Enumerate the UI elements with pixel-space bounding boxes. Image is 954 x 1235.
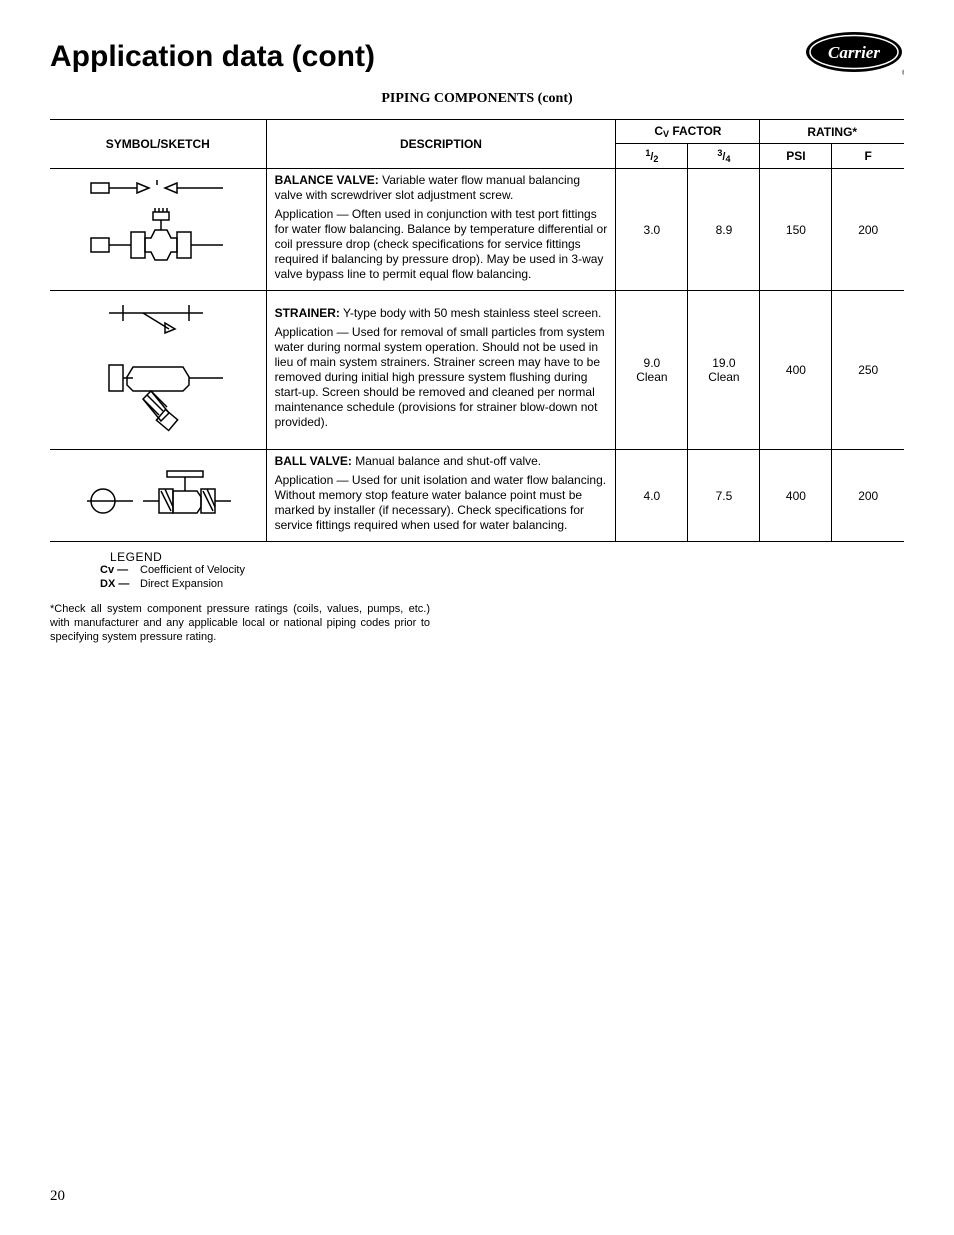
col-rating: RATING* xyxy=(760,120,904,144)
page-title: Application data (cont) xyxy=(50,40,375,74)
table-row: BALL VALVE: Manual balance and shut-off … xyxy=(50,450,904,542)
strainer-description: STRAINER: Y-type body with 50 mesh stain… xyxy=(266,291,616,450)
cell-cv-three-quarter: 7.5 xyxy=(688,450,760,542)
cell-cv-half: 3.0 xyxy=(616,169,688,291)
cell-cv-half: 9.0Clean xyxy=(616,291,688,450)
col-three-quarter: 3/4 xyxy=(688,144,760,169)
ball-valve-description: BALL VALVE: Manual balance and shut-off … xyxy=(266,450,616,542)
cell-cv-half: 4.0 xyxy=(616,450,688,542)
table-row: BALANCE VALVE: Variable water flow manua… xyxy=(50,169,904,291)
ball-valve-sketch xyxy=(50,450,266,542)
col-f: F xyxy=(832,144,904,169)
table-row: STRAINER: Y-type body with 50 mesh stain… xyxy=(50,291,904,450)
col-psi: PSI xyxy=(760,144,832,169)
cell-cv-three-quarter: 8.9 xyxy=(688,169,760,291)
balance-valve-sketch xyxy=(50,169,266,291)
section-subtitle: PIPING COMPONENTS (cont) xyxy=(50,91,904,107)
legend-item: Cv — Coefficient of Velocity xyxy=(100,564,904,578)
cell-psi: 150 xyxy=(760,169,832,291)
legend-item: DX — Direct Expansion xyxy=(100,578,904,592)
svg-text:Carrier: Carrier xyxy=(828,43,880,62)
cell-psi: 400 xyxy=(760,450,832,542)
cell-f: 250 xyxy=(832,291,904,450)
cell-cv-three-quarter: 19.0Clean xyxy=(688,291,760,450)
cell-f: 200 xyxy=(832,450,904,542)
legend-heading: LEGEND xyxy=(110,550,904,564)
cell-psi: 400 xyxy=(760,291,832,450)
col-symbol: SYMBOL/SKETCH xyxy=(50,120,266,169)
col-cv-factor: CV FACTOR xyxy=(616,120,760,144)
cell-f: 200 xyxy=(832,169,904,291)
balance-valve-description: BALANCE VALVE: Variable water flow manua… xyxy=(266,169,616,291)
carrier-logo: Carrier ® xyxy=(804,30,904,83)
footnote: *Check all system component pressure rat… xyxy=(50,602,430,645)
page-number: 20 xyxy=(50,1188,65,1205)
strainer-sketch xyxy=(50,291,266,450)
legend: LEGEND Cv — Coefficient of Velocity DX —… xyxy=(100,550,904,592)
svg-text:®: ® xyxy=(902,69,904,77)
col-description: DESCRIPTION xyxy=(266,120,616,169)
col-half: 1/2 xyxy=(616,144,688,169)
piping-components-table: SYMBOL/SKETCH DESCRIPTION CV FACTOR RATI… xyxy=(50,119,904,542)
